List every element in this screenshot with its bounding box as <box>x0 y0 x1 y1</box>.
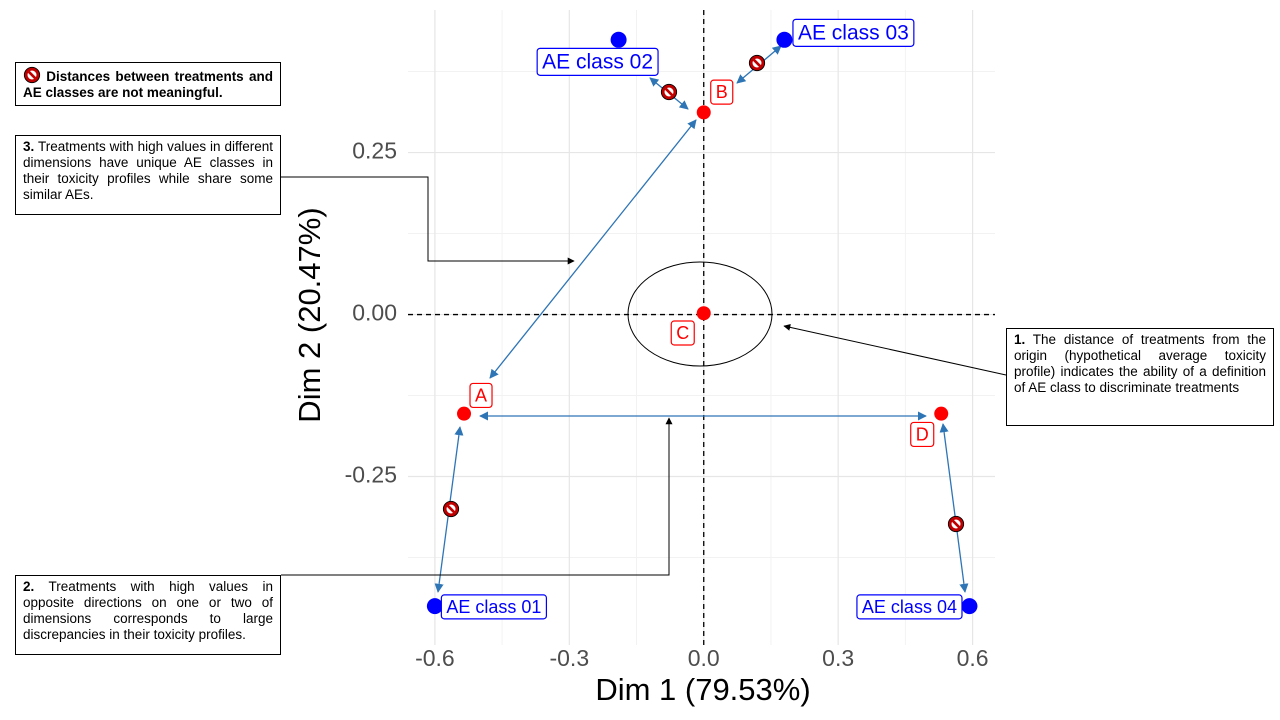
no-entry-icon <box>442 500 460 518</box>
point <box>776 31 793 48</box>
x-axis-title: Dim 1 (79.53%) <box>595 672 810 707</box>
y-axis-title: Dim 2 (20.47%) <box>292 207 327 422</box>
label-box <box>710 79 734 105</box>
point <box>426 598 443 615</box>
point <box>696 105 711 120</box>
note-number: 2. <box>23 579 35 594</box>
callout-lines <box>281 176 1007 576</box>
y-tick-label: 0.25 <box>352 138 397 164</box>
label-box <box>856 594 963 620</box>
label-box <box>792 18 915 47</box>
point-label: AE class 03 <box>792 18 915 47</box>
point-label: AE class 01 <box>440 594 548 620</box>
note-box: 2. Treatments with high values in opposi… <box>15 575 281 655</box>
label-box <box>440 594 548 620</box>
label-text: B <box>716 82 728 102</box>
no-entry-icon <box>660 83 678 101</box>
point <box>457 406 472 421</box>
note-text: The distance of treatments from the orig… <box>1014 332 1266 395</box>
no-entry-icon <box>23 66 41 84</box>
x-tick-label: -0.6 <box>415 645 455 671</box>
annotation-shapes <box>281 45 1007 593</box>
label-text: C <box>676 323 689 343</box>
label-text: AE class 04 <box>862 597 957 617</box>
distance-arrows <box>434 45 969 593</box>
note-box: Distances between treatments and AE clas… <box>15 62 281 106</box>
x-tick-label: 0.3 <box>822 645 854 671</box>
point <box>961 598 978 615</box>
label-text: AE class 02 <box>542 50 653 73</box>
note-number: 3. <box>23 139 35 154</box>
callout <box>281 417 673 576</box>
note-text: Distances between treatments and AE clas… <box>23 69 273 100</box>
note-box: 1. The distance of treatments from the o… <box>1006 328 1274 426</box>
point-label: B <box>710 79 734 105</box>
note-box: 3. Treatments with high values in differ… <box>15 135 281 215</box>
y-tick-label: 0.00 <box>352 300 397 326</box>
no-entry-icon <box>748 54 766 72</box>
label-box <box>469 382 493 409</box>
arrow <box>489 119 697 379</box>
note-text: Treatments with high values in opposite … <box>23 579 273 642</box>
label-text: D <box>916 424 929 444</box>
x-tick-label: 0.0 <box>688 645 720 671</box>
callout <box>281 176 575 265</box>
note-text: Treatments with high values in different… <box>23 139 274 202</box>
x-tick-label: 0.6 <box>957 645 989 671</box>
label-box <box>670 320 695 346</box>
x-tick-label: -0.3 <box>549 645 589 671</box>
point <box>610 31 627 48</box>
point-label: D <box>910 421 935 448</box>
label-text: A <box>475 385 487 405</box>
point-label: C <box>670 320 695 346</box>
point-label: A <box>469 382 493 409</box>
no-entry-icon <box>947 515 965 533</box>
label-text: AE class 01 <box>446 597 541 617</box>
label-box <box>536 47 659 76</box>
point <box>696 306 711 321</box>
y-tick-label: -0.25 <box>345 462 397 488</box>
label-box <box>910 421 935 448</box>
point-label: AE class 02 <box>536 47 659 76</box>
label-text: AE class 03 <box>798 21 909 44</box>
point-label: AE class 04 <box>856 594 963 620</box>
arrow <box>939 423 969 593</box>
callout <box>783 323 1007 376</box>
note-number: 1. <box>1014 332 1026 347</box>
point <box>934 406 949 421</box>
